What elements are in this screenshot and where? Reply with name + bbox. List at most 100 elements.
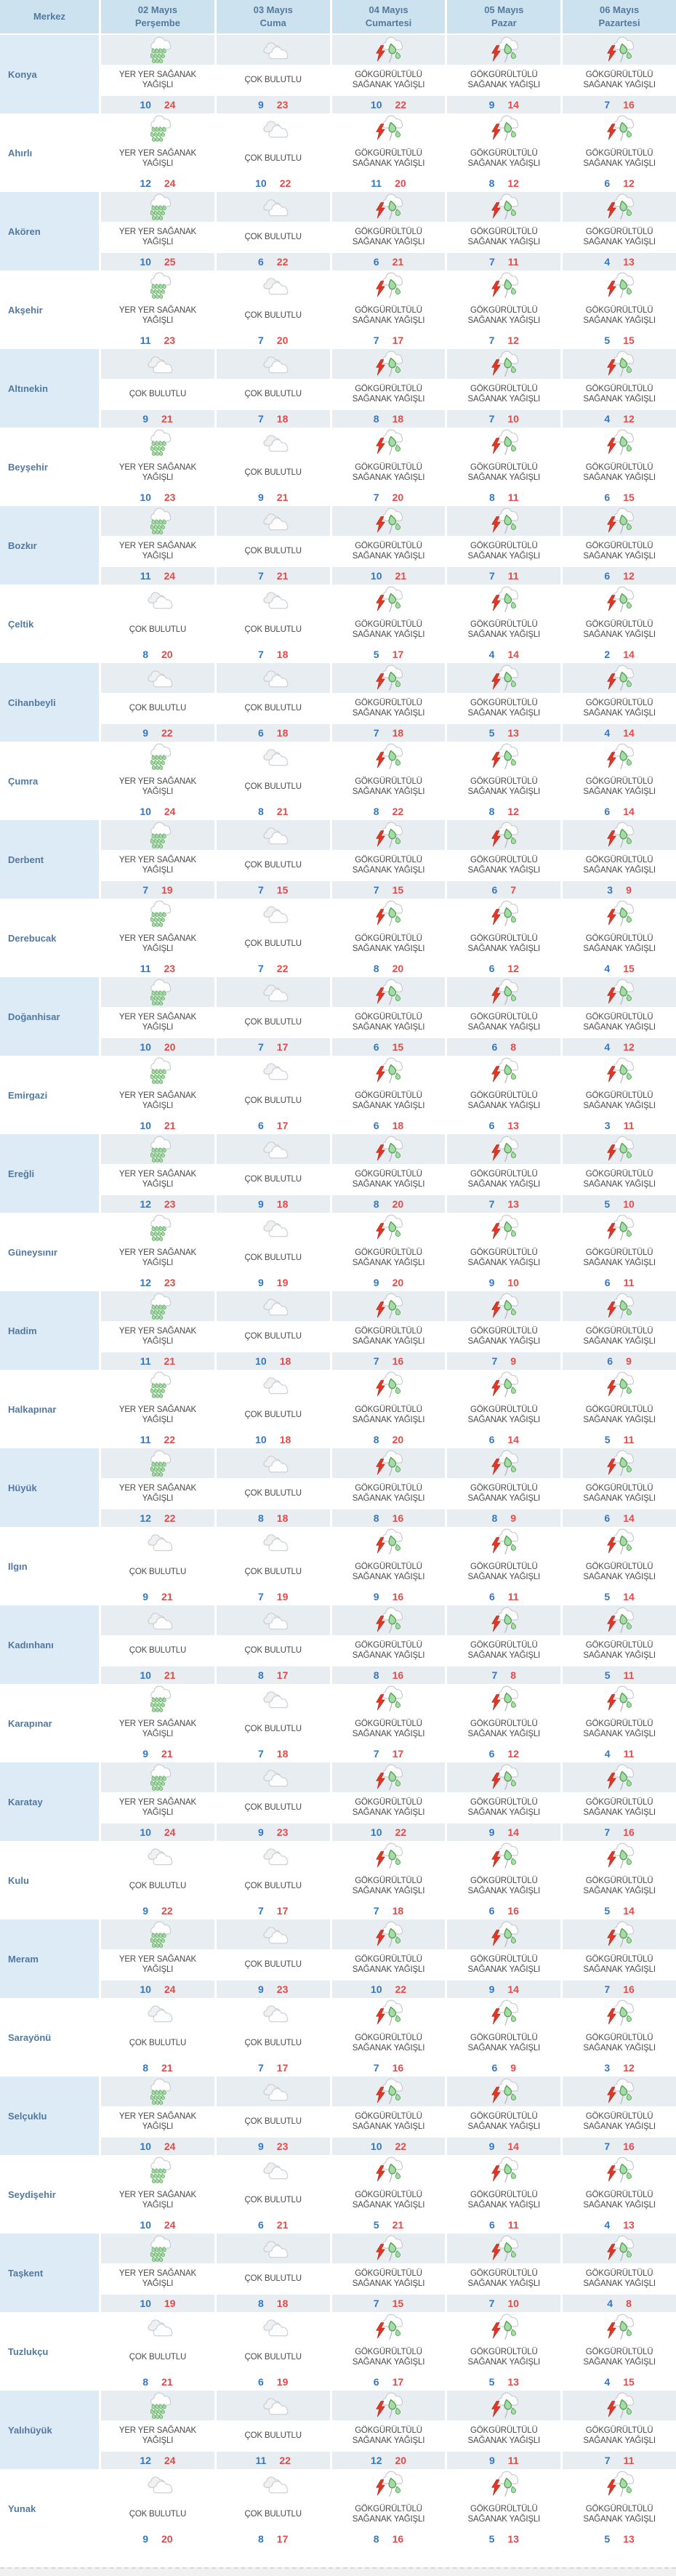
weather-icon-glyph (608, 1686, 634, 1711)
forecast-cell: GÖKGÜRÜLTÜLÜ SAĞANAK YAĞIŞLI 9 20 (331, 1213, 446, 1291)
min-temp: 7 (373, 2298, 379, 2309)
weather-icon-band (101, 977, 214, 1007)
weather-icon-band (216, 349, 330, 379)
weather-icon-band (331, 428, 446, 457)
forecast-cell: GÖKGÜRÜLTÜLÜ SAĞANAK YAĞIŞLI 6 14 (563, 742, 676, 820)
condition-band: GÖKGÜRÜLTÜLÜ SAĞANAK YAĞIŞLI (447, 65, 561, 96)
min-temp: 6 (488, 1120, 495, 1131)
min-temp: 8 (258, 2533, 264, 2545)
condition-label: GÖKGÜRÜLTÜLÜ SAĞANAK YAĞIŞLI (352, 1327, 425, 1346)
forecast-cell: GÖKGÜRÜLTÜLÜ SAĞANAK YAĞIŞLI 7 13 (447, 1134, 561, 1213)
condition-band: GÖKGÜRÜLTÜLÜ SAĞANAK YAĞIŞLI (331, 2499, 446, 2530)
table-row: Güneysınır YER YER SAĞANAK YAĞIŞLI 12 23… (0, 1213, 676, 1291)
condition-band: GÖKGÜRÜLTÜLÜ SAĞANAK YAĞIŞLI (563, 65, 676, 96)
forecast-cell: GÖKGÜRÜLTÜLÜ SAĞANAK YAĞIŞLI 6 12 (447, 1684, 561, 1762)
table-row: Akören YER YER SAĞANAK YAĞIŞLI 10 25 ÇOK… (0, 192, 676, 270)
weather-icon-glyph (150, 2236, 171, 2262)
max-temp: 21 (161, 1748, 173, 1760)
cloudy-icon (257, 585, 290, 614)
max-temp: 11 (507, 1591, 519, 1602)
weather-icon-glyph (150, 508, 171, 534)
cloudy-icon (257, 1605, 290, 1634)
condition-band: ÇOK BULUTLU (216, 2028, 330, 2059)
weather-icon-glyph (150, 1058, 171, 1084)
table-row: Ilgın ÇOK BULUTLU 9 21 ÇOK BULUTLU 7 19 (0, 1527, 676, 1605)
table-row: Cihanbeyli ÇOK BULUTLU 9 22 ÇOK BULUTLU … (0, 663, 676, 742)
forecast-cell: GÖKGÜRÜLTÜLÜ SAĞANAK YAĞIŞLI 10 22 (331, 1762, 446, 1841)
max-temp: 13 (623, 2219, 635, 2231)
condition-label: GÖKGÜRÜLTÜLÜ SAĞANAK YAĞIŞLI (583, 463, 656, 482)
forecast-cell: GÖKGÜRÜLTÜLÜ SAĞANAK YAĞIŞLI 7 18 (331, 663, 446, 742)
min-temp: 10 (140, 2140, 151, 2152)
min-temp: 5 (604, 1434, 611, 1445)
condition-label: ÇOK BULUTLU (244, 1410, 302, 1419)
temperature-band: 9 16 (331, 1588, 446, 1605)
temperature-band: 6 14 (447, 1431, 561, 1448)
weather-icon-glyph (264, 750, 288, 766)
forecast-cell: GÖKGÜRÜLTÜLÜ SAĞANAK YAĞIŞLI 5 11 (563, 1370, 676, 1448)
temperature-band: 4 11 (563, 1745, 676, 1762)
weather-icon-glyph (148, 1849, 172, 1865)
temperature-band: 7 17 (331, 1745, 446, 1762)
condition-label: GÖKGÜRÜLTÜLÜ SAĞANAK YAĞIŞLI (467, 1170, 541, 1189)
weather-icon-band (447, 270, 561, 300)
weather-icon-band (447, 428, 561, 457)
max-temp: 16 (623, 1826, 635, 1838)
forecast-cell: GÖKGÜRÜLTÜLÜ SAĞANAK YAĞIŞLI 9 10 (447, 1213, 561, 1291)
condition-band: GÖKGÜRÜLTÜLÜ SAĞANAK YAĞIŞLI (563, 928, 676, 960)
weather-icon-glyph (377, 1450, 403, 1475)
min-temp: 7 (488, 334, 495, 346)
forecast-cell: GÖKGÜRÜLTÜLÜ SAĞANAK YAĞIŞLI 6 12 (563, 506, 676, 585)
temperature-band: 7 17 (216, 2059, 330, 2077)
forecast-cell: GÖKGÜRÜLTÜLÜ SAĞANAK YAĞIŞLI 4 11 (563, 1684, 676, 1762)
weather-icon-glyph (608, 1372, 634, 1397)
forecast-cell: YER YER SAĞANAK YAĞIŞLI 10 24 (101, 1762, 214, 1841)
condition-label: ÇOK BULUTLU (129, 2352, 187, 2362)
max-temp: 18 (276, 2298, 289, 2309)
weather-icon-band (563, 349, 676, 379)
min-temp: 9 (488, 2140, 495, 2152)
temperature-band: 7 12 (447, 332, 561, 349)
cloudy-icon (257, 192, 290, 221)
weather-icon-band (563, 1370, 676, 1400)
min-temp: 2 (604, 649, 611, 660)
min-temp: 9 (488, 2455, 495, 2466)
condition-label: ÇOK BULUTLU (129, 2038, 187, 2047)
weather-icon-band (216, 428, 330, 457)
condition-band: ÇOK BULUTLU (216, 1164, 330, 1195)
condition-band: GÖKGÜRÜLTÜLÜ SAĞANAK YAĞIŞLI (563, 1714, 676, 1745)
temperature-band: 9 18 (216, 1195, 330, 1213)
condition-label: ÇOK BULUTLU (244, 625, 302, 634)
thunderstorm-icon (603, 2312, 636, 2341)
condition-band: ÇOK BULUTLU (101, 2342, 214, 2373)
condition-band: ÇOK BULUTLU (216, 222, 330, 253)
max-temp: 19 (276, 1277, 289, 1288)
condition-band: ÇOK BULUTLU (101, 2499, 214, 2530)
table-body: Konya YER YER SAĞANAK YAĞIŞLI 10 24 ÇOK … (0, 35, 676, 2548)
condition-label: GÖKGÜRÜLTÜLÜ SAĞANAK YAĞIŞLI (583, 856, 656, 875)
temperature-band: 6 21 (216, 2216, 330, 2234)
min-temp: 10 (140, 1983, 151, 1995)
weather-icon-band (447, 1605, 561, 1635)
condition-band: YER YER SAĞANAK YAĞIŞLI (101, 222, 214, 253)
weather-icon-band (101, 1056, 214, 1086)
max-temp: 21 (161, 413, 173, 425)
condition-label: YER YER SAĞANAK YAĞIŞLI (118, 2269, 196, 2288)
min-temp: 10 (140, 256, 151, 268)
weather-icon-band (331, 113, 446, 143)
cloudy-icon (257, 2469, 290, 2498)
forecast-cell: ÇOK BULUTLU 7 22 (216, 899, 330, 977)
condition-label: GÖKGÜRÜLTÜLÜ SAĞANAK YAĞIŞLI (583, 1248, 656, 1267)
max-temp: 20 (392, 1434, 404, 1445)
forecast-cell: GÖKGÜRÜLTÜLÜ SAĞANAK YAĞIŞLI 3 12 (563, 1998, 676, 2077)
header-day-1: 02 Mayıs Perşembe (101, 0, 214, 33)
weather-icon-band (216, 1684, 330, 1714)
condition-band: GÖKGÜRÜLTÜLÜ SAĞANAK YAĞIŞLI (563, 1321, 676, 1352)
min-temp: 8 (373, 1512, 379, 1524)
weather-icon-band (216, 977, 330, 1007)
condition-label: GÖKGÜRÜLTÜLÜ SAĞANAK YAĞIŞLI (352, 1562, 425, 1581)
header-merkez-label: Merkez (33, 11, 66, 22)
table-row: Seydişehir YER YER SAĞANAK YAĞIŞLI 10 24… (0, 2155, 676, 2234)
weather-icon-band (563, 2391, 676, 2420)
min-temp: 6 (258, 256, 264, 268)
